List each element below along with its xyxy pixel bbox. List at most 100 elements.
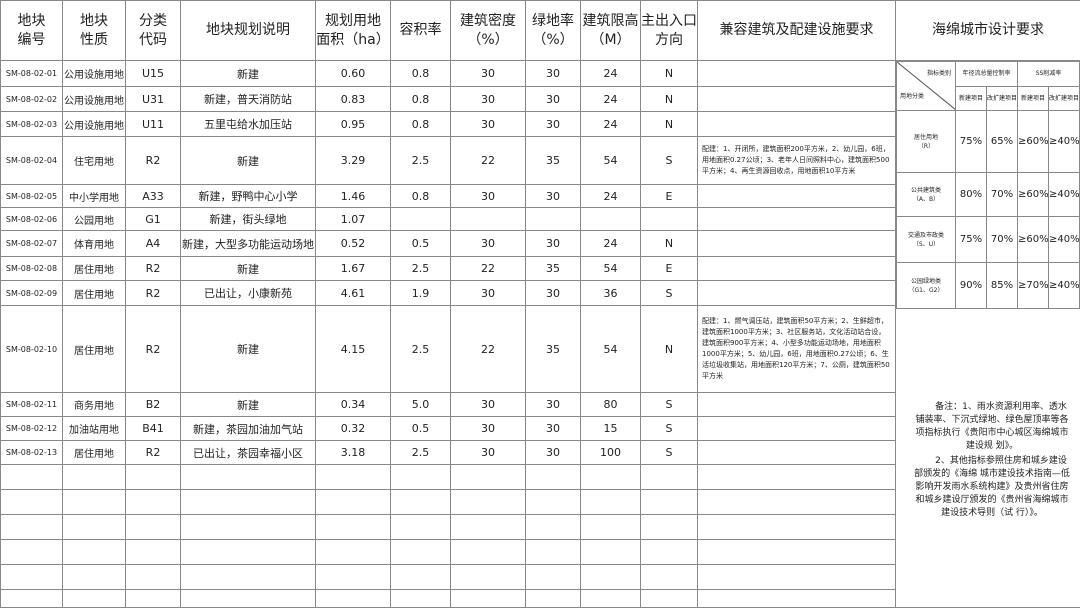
land-use: 加油站用地 (62, 416, 126, 441)
height-limit: 100 (580, 440, 641, 465)
table-row: SM-08-02-01 公用设施用地 U15 新建 0.60 0.8 30 30 24 N 指标类别… (0, 60, 1080, 608)
green-rate (525, 589, 581, 608)
class-code (125, 514, 181, 540)
indicator-value: 70% (986, 216, 1018, 263)
empty-row (0, 539, 1080, 565)
land-use: 居住用地 (62, 305, 126, 393)
class-code: B41 (125, 416, 181, 441)
far: 2.5 (390, 440, 451, 465)
sub-col-header: 改扩建项目 (1048, 85, 1080, 111)
entrance-direction: S (640, 440, 698, 465)
green-rate (525, 489, 581, 515)
green-rate: 30 (525, 392, 581, 417)
land-category: 居住用地 （R） (896, 110, 956, 173)
height-limit: 36 (580, 280, 641, 306)
class-code: R2 (125, 440, 181, 465)
column-header: 兼容建筑及配建设施要求 (697, 0, 896, 61)
land-use: 住宅用地 (62, 136, 126, 185)
area: 1.46 (315, 184, 391, 208)
table-row: SM-08-02-07 体育用地 A4 新建，大型多功能运动场地 0.52 0.5 30 30… (0, 230, 1080, 257)
far: 2.5 (390, 256, 451, 281)
plan-note: 新建，野鸭中心小学 (180, 184, 316, 208)
density: 30 (450, 440, 526, 465)
area: 3.18 (315, 440, 391, 465)
class-code: A33 (125, 184, 181, 208)
far: 0.5 (390, 230, 451, 257)
facility-requirement (697, 280, 896, 306)
land-use: 体育用地 (62, 230, 126, 257)
green-rate: 30 (525, 416, 581, 441)
entrance-direction: N (640, 60, 698, 87)
indicator-value: 75% (955, 216, 987, 263)
column-header: 地块 性质 (62, 0, 126, 61)
far (390, 564, 451, 590)
height-limit (580, 464, 641, 490)
entrance-direction: N (640, 305, 698, 393)
table-row: SM-08-02-09 居住用地 R2 已出让，小康新苑 4.61 1.9 30 30 36 S (0, 280, 1080, 306)
height-limit (580, 564, 641, 590)
diagonal-header: 指标类别 用地分类 (897, 62, 955, 110)
plan-note (180, 589, 316, 608)
height-limit (580, 514, 641, 540)
empty-row (0, 589, 1080, 608)
plot-id (0, 514, 63, 540)
area: 3.29 (315, 136, 391, 185)
density: 30 (450, 60, 526, 87)
green-rate (525, 464, 581, 490)
green-rate: 30 (525, 184, 581, 208)
entrance-direction (640, 539, 698, 565)
class-code: R2 (125, 280, 181, 306)
green-rate (525, 514, 581, 540)
indicator-value: 85% (986, 262, 1018, 309)
column-header: 主出入口 方向 (640, 0, 698, 61)
land-use: 公用设施用地 (62, 111, 126, 137)
land-use: 商务用地 (62, 392, 126, 417)
empty-row (0, 514, 1080, 540)
land-category-code: （R） (917, 142, 935, 150)
class-code (125, 564, 181, 590)
far: 0.8 (390, 111, 451, 137)
plot-id: SM-08-02-07 (0, 230, 63, 257)
green-rate: 35 (525, 305, 581, 393)
facility-requirement (697, 111, 896, 137)
facility-requirement (697, 392, 896, 417)
green-rate: 30 (525, 230, 581, 257)
height-limit: 24 (580, 60, 641, 87)
land-use: 公园用地 (62, 207, 126, 231)
density (450, 589, 526, 608)
note-2: 2、其他指标参照住房和城乡建设部颁发的《海绵 城市建设技术指南—低影响开发雨水系… (914, 456, 1070, 518)
indicator-value: ≥60% (1017, 216, 1049, 263)
indicator-value: ≥60% (1017, 110, 1049, 173)
column-header: 地块 编号 (0, 0, 63, 61)
plot-id: SM-08-02-09 (0, 280, 63, 306)
sub-col-header: 新建项目 (1017, 85, 1049, 111)
empty-row (0, 564, 1080, 590)
plan-note: 新建 (180, 136, 316, 185)
plot-id (0, 564, 63, 590)
plan-note: 新建，街头绿地 (180, 207, 316, 231)
column-header: 规划用地 面积（ha） (315, 0, 391, 61)
column-header: 海绵城市设计要求 (895, 0, 1080, 61)
col-group-header: 年径流总量控制率 (955, 61, 1018, 87)
entrance-direction: S (640, 136, 698, 185)
land-category-name: 公园绿地类 (910, 277, 941, 285)
indicator-value: ≥60% (1017, 172, 1049, 217)
density: 30 (450, 184, 526, 208)
density (450, 514, 526, 540)
plan-note: 新建 (180, 305, 316, 393)
plot-id: SM-08-02-04 (0, 136, 63, 185)
height-limit: 24 (580, 111, 641, 137)
area: 0.52 (315, 230, 391, 257)
column-header: 建筑限高 （M） (580, 0, 641, 61)
class-code (125, 489, 181, 515)
area (315, 539, 391, 565)
class-code: U11 (125, 111, 181, 137)
entrance-direction: N (640, 230, 698, 257)
green-rate (525, 539, 581, 565)
entrance-direction (640, 489, 698, 515)
area: 1.67 (315, 256, 391, 281)
facility-requirement (697, 514, 896, 540)
height-limit: 15 (580, 416, 641, 441)
height-limit: 80 (580, 392, 641, 417)
